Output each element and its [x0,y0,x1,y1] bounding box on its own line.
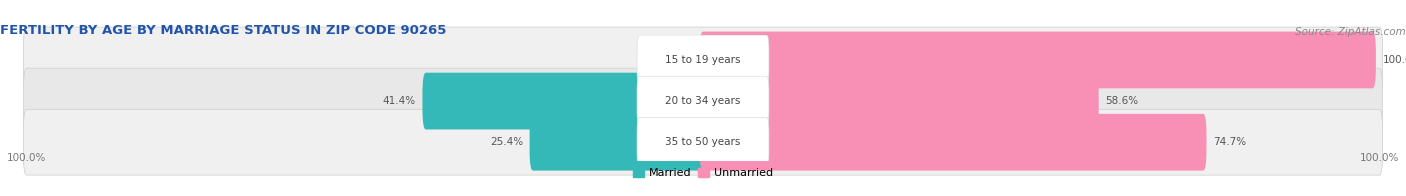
FancyBboxPatch shape [700,114,1206,171]
Text: 58.6%: 58.6% [1105,96,1139,106]
FancyBboxPatch shape [24,27,1382,93]
FancyBboxPatch shape [422,73,706,130]
Legend: Married, Unmarried: Married, Unmarried [628,163,778,183]
Text: Source: ZipAtlas.com: Source: ZipAtlas.com [1295,27,1406,37]
FancyBboxPatch shape [530,114,706,171]
Text: 41.4%: 41.4% [382,96,416,106]
FancyBboxPatch shape [24,68,1382,134]
Text: 74.7%: 74.7% [1213,137,1246,147]
FancyBboxPatch shape [637,76,769,126]
Text: 25.4%: 25.4% [489,137,523,147]
FancyBboxPatch shape [700,73,1098,130]
FancyBboxPatch shape [24,109,1382,175]
Text: 20 to 34 years: 20 to 34 years [665,96,741,106]
Text: 100.0%: 100.0% [7,153,46,163]
FancyBboxPatch shape [700,32,1376,88]
FancyBboxPatch shape [637,117,769,167]
FancyBboxPatch shape [637,35,769,85]
Text: 15 to 19 years: 15 to 19 years [665,55,741,65]
Text: 35 to 50 years: 35 to 50 years [665,137,741,147]
Text: 100.0%: 100.0% [1382,55,1406,65]
Text: 0.0%: 0.0% [666,55,693,65]
Text: 100.0%: 100.0% [1360,153,1399,163]
Text: FERTILITY BY AGE BY MARRIAGE STATUS IN ZIP CODE 90265: FERTILITY BY AGE BY MARRIAGE STATUS IN Z… [0,24,446,37]
